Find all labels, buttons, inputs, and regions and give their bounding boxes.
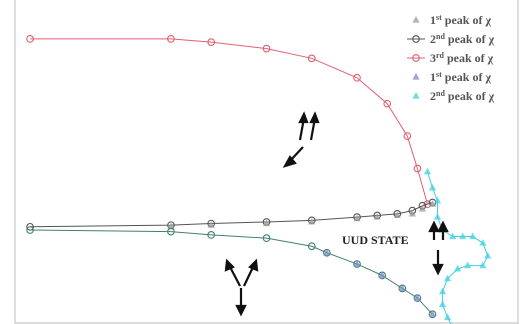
legend-entry: 2nd peak of χ (430, 89, 495, 103)
data-point (398, 284, 406, 291)
data-point (207, 231, 216, 239)
data-point (449, 232, 457, 240)
series-line (426, 171, 489, 324)
uud-state-label: UUD STATE (342, 233, 409, 247)
series-layer (26, 35, 492, 324)
data-point (378, 271, 386, 278)
data-point (413, 294, 421, 301)
data-point (353, 73, 361, 82)
series-0 (26, 35, 432, 208)
legend-marker (412, 73, 420, 80)
data-point (323, 248, 331, 256)
data-point (403, 132, 412, 140)
data-point (307, 54, 316, 63)
series-4 (323, 248, 437, 317)
data-point (393, 211, 401, 219)
series-5 (423, 167, 492, 324)
field-arrows-uud (428, 220, 449, 276)
data-point (459, 232, 467, 240)
data-point (464, 261, 472, 269)
data-point (408, 209, 416, 217)
data-point (443, 274, 452, 282)
data-point (428, 200, 437, 207)
data-point (167, 35, 175, 43)
series-line (30, 38, 428, 205)
legend-entry: 2nd peak of χ (430, 32, 495, 46)
legend-entry: 3rd peak of χ (430, 51, 494, 65)
legend-entry: 1st peak of χ (430, 70, 491, 84)
data-point (353, 260, 361, 267)
data-point (167, 222, 175, 230)
data-point (413, 164, 422, 173)
data-point (26, 35, 34, 43)
data-point (262, 219, 271, 227)
data-point (167, 227, 175, 236)
data-point (479, 261, 487, 269)
data-point (428, 310, 437, 317)
field-arrows-upper (282, 111, 320, 168)
data-point (207, 38, 216, 46)
data-point (423, 167, 432, 175)
data-point (438, 287, 447, 295)
legend-marker (412, 92, 420, 99)
series-1 (26, 198, 437, 231)
field-arrows-lower (224, 258, 259, 317)
data-point (469, 232, 477, 240)
data-point (307, 242, 316, 251)
data-point (353, 214, 361, 222)
legend-marker (412, 16, 420, 23)
legend-entry: 1st peak of χ (430, 13, 491, 27)
data-point (479, 239, 487, 246)
series-2 (167, 200, 437, 230)
data-point (383, 99, 392, 108)
data-point (418, 204, 427, 212)
data-point (26, 226, 34, 234)
legend: 1st peak of χ 2nd peak of χ 3rd peak of χ 1… (407, 13, 495, 103)
data-point (262, 44, 271, 53)
series-line (30, 202, 433, 228)
data-point (433, 196, 442, 204)
data-point (454, 264, 462, 272)
data-point (308, 217, 316, 225)
data-point (433, 213, 442, 220)
data-point (428, 183, 437, 191)
data-point (443, 313, 452, 321)
data-point (438, 300, 447, 308)
data-point (373, 213, 381, 220)
data-point (262, 234, 271, 242)
data-point (484, 251, 492, 259)
data-point (207, 221, 215, 228)
